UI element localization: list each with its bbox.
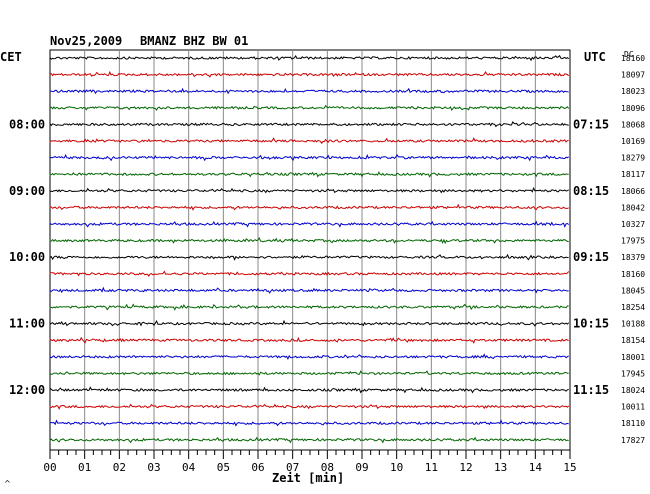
dc-value: 18160 <box>621 54 645 63</box>
x-tick-label: 06 <box>251 461 264 474</box>
trace-row <box>49 120 569 128</box>
left-hour-label: 11:00 <box>9 317 45 331</box>
trace-group <box>49 54 570 444</box>
x-tick-label: 01 <box>78 461 91 474</box>
dc-value: 18066 <box>621 187 645 196</box>
x-axis-label: Zeit [min] <box>272 471 344 485</box>
x-tick-label: 13 <box>494 461 507 474</box>
dc-value: 18254 <box>621 303 645 312</box>
dc-value: 18024 <box>621 386 645 395</box>
dc-value: 18117 <box>621 170 645 179</box>
dc-value: 18379 <box>621 253 645 262</box>
trace-row <box>49 370 569 376</box>
dc-value: 18096 <box>621 104 645 113</box>
left-zone-label: CET <box>0 50 22 64</box>
trace-row <box>49 353 569 360</box>
right-hour-label: 07:15 <box>573 117 609 131</box>
trace-row <box>49 436 569 444</box>
left-hour-label: 12:00 <box>9 383 45 397</box>
dc-value: 18279 <box>621 154 645 163</box>
trace-row <box>49 253 569 261</box>
x-tick-label: 02 <box>113 461 126 474</box>
dc-value: 18001 <box>621 353 645 362</box>
x-tick-label: 07 <box>286 461 299 474</box>
x-tick-label: 04 <box>182 461 196 474</box>
dc-value: 18023 <box>621 87 645 96</box>
dc-value: 17827 <box>621 436 645 445</box>
dc-value: 10169 <box>621 137 645 146</box>
trace-row <box>49 54 570 62</box>
dc-value: 18097 <box>621 71 645 80</box>
dc-value: 18110 <box>621 419 645 428</box>
trace-row <box>49 419 569 427</box>
dc-value: 10188 <box>621 320 645 329</box>
x-tick-label: 10 <box>390 461 403 474</box>
dc-value: 10327 <box>621 220 645 229</box>
right-hour-label: 11:15 <box>573 383 609 397</box>
trace-row <box>49 104 570 111</box>
x-axis: 00 01 02 03 04 05 06 07 08 09 10 11 12 13 14 15 <box>43 450 577 474</box>
plot-frame <box>49 49 571 451</box>
left-hour-label: 10:00 <box>9 250 45 264</box>
label-group: 08:00 09:00 10:00 11:00 12:00 07:15 08:15 09:15… <box>9 54 645 445</box>
minute-grid <box>84 50 536 450</box>
trace-row <box>49 171 569 178</box>
station-label: BMANZ BHZ BW 01 <box>140 34 248 48</box>
dc-header: DC <box>624 50 634 59</box>
trace-row <box>49 203 569 211</box>
x-tick-label: 05 <box>217 461 230 474</box>
dc-value: 18160 <box>621 270 645 279</box>
dc-value: 17975 <box>621 237 645 246</box>
trace-row <box>49 286 569 294</box>
trace-row <box>49 70 570 78</box>
x-tick-label: 09 <box>355 461 368 474</box>
trace-row <box>49 386 569 394</box>
dc-value: 18042 <box>621 203 645 212</box>
trace-row <box>49 336 569 344</box>
left-hour-label: 09:00 <box>9 184 45 198</box>
x-tick-label: 12 <box>459 461 472 474</box>
trace-row <box>49 137 569 145</box>
corner-mark: ^ <box>4 479 11 488</box>
trace-row <box>49 403 570 410</box>
trace-row <box>49 153 570 162</box>
x-tick-label: 00 <box>43 461 56 474</box>
dc-value: 10011 <box>621 403 645 412</box>
right-zone-label: UTC <box>584 50 606 64</box>
right-hour-label: 08:15 <box>573 184 609 198</box>
dc-value: 18068 <box>621 120 645 129</box>
x-tick-label: 11 <box>425 461 438 474</box>
trace-row <box>49 319 570 327</box>
trace-row <box>49 303 569 311</box>
x-tick-label: 08 <box>321 461 334 474</box>
dc-value: 18045 <box>621 286 645 295</box>
left-hour-label: 08:00 <box>9 117 45 131</box>
trace-row <box>49 87 569 95</box>
x-tick-label: 14 <box>529 461 543 474</box>
right-hour-label: 10:15 <box>573 317 609 331</box>
x-tick-label: 15 <box>563 461 576 474</box>
date-label: Nov25,2009 <box>50 34 122 48</box>
dc-value: 18154 <box>621 336 645 345</box>
trace-row <box>49 220 570 228</box>
dc-value: 17945 <box>621 369 645 378</box>
trace-row <box>49 186 569 194</box>
right-hour-label: 09:15 <box>573 250 609 264</box>
trace-row <box>49 236 569 245</box>
trace-row <box>49 270 570 277</box>
x-tick-label: 03 <box>147 461 160 474</box>
